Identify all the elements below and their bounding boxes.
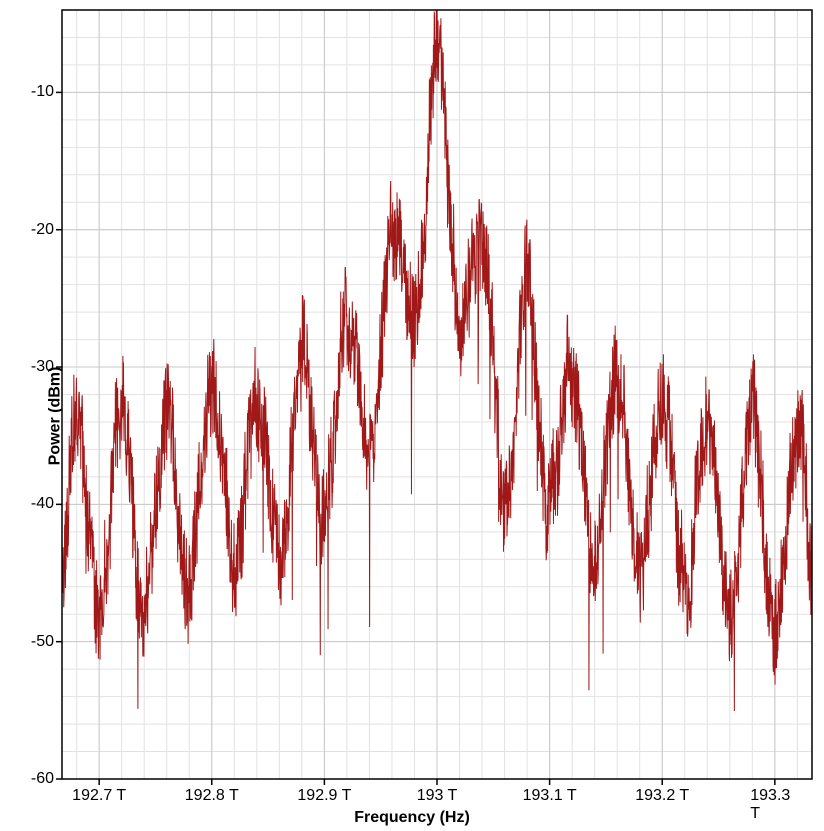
y-tick-label: -50 bbox=[31, 633, 54, 651]
x-tick-label: 193 T bbox=[417, 787, 458, 805]
spectrum-chart: Power (dBm) Frequency (Hz) 192.7 T192.8 … bbox=[0, 0, 824, 831]
x-tick-label: 193.2 T bbox=[635, 787, 689, 805]
y-tick-label: -20 bbox=[31, 221, 54, 239]
y-tick-label: -40 bbox=[31, 495, 54, 513]
y-tick-label: -60 bbox=[31, 770, 54, 788]
x-tick-label: 192.8 T bbox=[185, 787, 239, 805]
x-tick-label: 192.7 T bbox=[72, 787, 126, 805]
y-tick-label: -10 bbox=[31, 83, 54, 101]
x-tick-label: 193.3 T bbox=[750, 787, 799, 823]
y-tick-label: -30 bbox=[31, 358, 54, 376]
plot-area bbox=[0, 0, 824, 831]
x-tick-label: 192.9 T bbox=[297, 787, 351, 805]
x-tick-label: 193.1 T bbox=[523, 787, 577, 805]
